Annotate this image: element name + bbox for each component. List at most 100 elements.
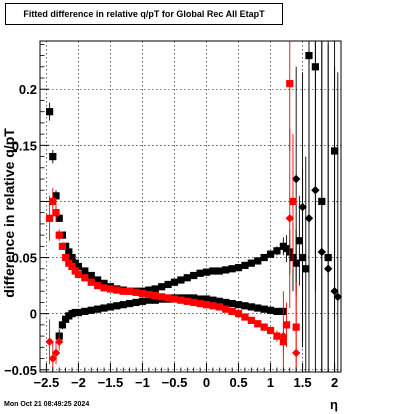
- data-point: [49, 197, 57, 206]
- data-point: [68, 262, 76, 271]
- data-point-diamond: [291, 174, 301, 184]
- data-point: [119, 301, 127, 309]
- y-tick-label: −0.05: [4, 363, 37, 378]
- data-point: [58, 242, 67, 250]
- grid-layer: [40, 41, 341, 372]
- data-point: [273, 247, 281, 255]
- data-point-diamond: [333, 292, 342, 302]
- data-point: [222, 305, 230, 313]
- data-point: [260, 323, 268, 331]
- x-tick-label: 1.5: [294, 375, 312, 390]
- data-point: [196, 299, 204, 308]
- data-point: [196, 269, 204, 277]
- x-tick-label: 2: [331, 375, 338, 390]
- data-point: [247, 316, 255, 324]
- data-point: [151, 296, 159, 304]
- data-point: [215, 297, 223, 305]
- data-point: [266, 306, 275, 314]
- data-point: [228, 299, 236, 308]
- data-point: [113, 302, 121, 310]
- data-point: [46, 108, 54, 116]
- x-tick-label: 0: [203, 375, 210, 390]
- data-point: [100, 284, 108, 292]
- data-point: [228, 307, 236, 316]
- plot-frame: [39, 40, 342, 373]
- data-point: [302, 265, 310, 273]
- data-point: [65, 248, 73, 256]
- data-point: [286, 80, 294, 88]
- data-point: [273, 307, 281, 316]
- data-point: [55, 231, 63, 239]
- data-point: [68, 253, 76, 262]
- data-point: [183, 297, 191, 305]
- data-point-diamond: [51, 348, 61, 358]
- data-point: [209, 296, 217, 304]
- data-point-diamond: [311, 186, 320, 195]
- y-tick-label: 0.15: [12, 138, 37, 153]
- data-point: [151, 285, 159, 293]
- x-tick-label: 0.5: [229, 375, 247, 390]
- data-point: [190, 271, 198, 280]
- data-point: [138, 289, 147, 298]
- data-point: [183, 274, 191, 282]
- plot-area: [40, 41, 341, 372]
- data-point: [177, 296, 185, 304]
- data-point: [126, 287, 134, 295]
- data-point: [177, 276, 185, 284]
- x-tick-label: −1.5: [98, 375, 124, 390]
- data-point-diamond: [45, 337, 54, 346]
- x-axis-label: η: [330, 397, 338, 412]
- data-point: [234, 301, 243, 309]
- data-point: [289, 197, 297, 206]
- data-point: [100, 304, 108, 312]
- data-point: [254, 304, 262, 312]
- data-point: [132, 288, 140, 296]
- data-point: [241, 302, 249, 310]
- marks-layer: [45, 41, 342, 372]
- axes-layer: −2.5 −2 −1.5 −1 −0.5 0 0.5 1 1.5 2 −0.05 0 0.05 0.15 0…: [4, 40, 342, 390]
- data-point-diamond: [55, 337, 64, 346]
- data-point: [106, 285, 115, 293]
- data-point: [282, 321, 291, 329]
- data-point: [202, 301, 211, 309]
- y-tick-label: 0.05: [12, 251, 37, 266]
- x-tick-label: −2.5: [34, 375, 60, 390]
- data-point: [266, 326, 275, 335]
- data-point: [126, 299, 134, 308]
- data-point: [273, 332, 281, 340]
- data-point: [62, 253, 70, 262]
- data-point: [266, 250, 275, 258]
- data-point: [228, 265, 236, 273]
- data-point: [215, 303, 223, 311]
- data-point: [222, 298, 230, 307]
- data-point: [119, 287, 127, 295]
- data-point-diamond: [304, 214, 314, 223]
- data-point: [81, 307, 89, 316]
- data-point: [215, 267, 223, 275]
- data-point-diamond: [323, 264, 333, 273]
- data-point: [158, 293, 166, 301]
- title-box: Fitted difference in relative q/pT for G…: [5, 3, 283, 25]
- data-point: [87, 306, 95, 314]
- data-point: [190, 298, 198, 307]
- data-point: [49, 152, 57, 161]
- data-point-diamond: [48, 354, 58, 363]
- data-point: [151, 292, 159, 300]
- x-tick-label: 1: [267, 375, 274, 390]
- data-point-diamond: [298, 202, 307, 212]
- data-point: [202, 295, 211, 303]
- data-point: [94, 282, 102, 290]
- data-point: [254, 257, 262, 265]
- data-point: [196, 295, 204, 303]
- data-point: [55, 214, 63, 222]
- data-point: [241, 261, 249, 270]
- data-point-diamond: [291, 348, 301, 358]
- data-point: [164, 280, 172, 289]
- data-point: [234, 310, 243, 318]
- data-point: [295, 237, 303, 245]
- data-point: [87, 271, 95, 280]
- data-point: [94, 305, 102, 313]
- data-point: [74, 308, 83, 317]
- data-point-diamond: [279, 331, 288, 341]
